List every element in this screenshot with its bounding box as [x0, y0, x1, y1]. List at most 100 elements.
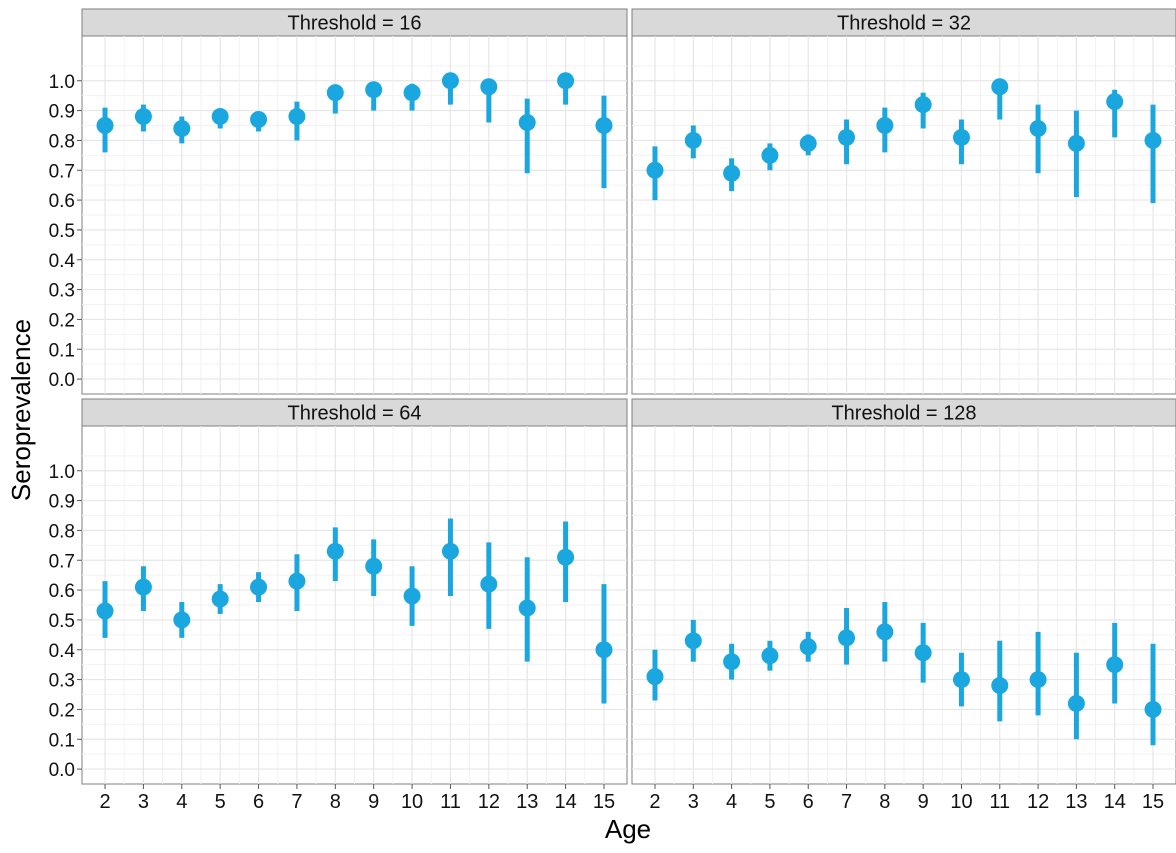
panel-2: Threshold = 32 — [631, 8, 1176, 395]
data-point — [365, 81, 383, 99]
data-point — [799, 134, 817, 152]
data-point — [134, 578, 152, 596]
data-point — [173, 611, 191, 629]
x-tick-label: 10 — [401, 791, 423, 813]
panel-title: Threshold = 64 — [288, 403, 422, 425]
x-tick-label: 15 — [593, 791, 615, 813]
data-point — [250, 578, 268, 596]
x-tick-label: 11 — [440, 791, 461, 813]
x-tick-label: 10 — [950, 791, 972, 813]
y-tick-label: 0.0 — [49, 760, 75, 781]
x-tick-label: 11 — [989, 791, 1010, 813]
y-tick-label: 0.4 — [49, 641, 76, 662]
panel-3: Threshold = 64 0.0 0.1 0.2 0.3 0.4 0.5 0.6 0.7 0.… — [49, 398, 628, 813]
data-point — [480, 575, 498, 593]
y-tick-label: 0.6 — [49, 191, 75, 212]
y-tick-label: 1.0 — [49, 462, 75, 483]
panel-strip — [81, 398, 628, 427]
x-tick-label: 9 — [368, 791, 379, 813]
data-point — [876, 117, 894, 134]
panel-4: Threshold = 128 2 3 4 5 6 7 8 9 10 11 12 13 14 15 — [631, 398, 1176, 813]
data-point — [1067, 694, 1085, 712]
data-point — [211, 590, 229, 608]
x-tick-label: 4 — [176, 791, 187, 813]
x-tick-label: 7 — [291, 791, 302, 813]
data-point — [684, 131, 702, 149]
x-tick-label: 13 — [516, 791, 538, 813]
data-point — [684, 632, 702, 650]
x-tick-label: 12 — [1027, 791, 1049, 813]
data-point — [518, 599, 536, 617]
y-tick-label: 0.9 — [49, 492, 75, 513]
data-point — [441, 72, 459, 90]
y-tick-label: 0.5 — [49, 221, 75, 242]
x-tick-label: 14 — [554, 791, 576, 813]
y-tick-label: 0.1 — [49, 730, 75, 751]
data-point — [288, 572, 306, 590]
panel-strip — [631, 8, 1176, 37]
data-point — [250, 111, 268, 129]
y-tick-label: 0.1 — [49, 340, 75, 361]
data-point — [991, 677, 1009, 695]
x-axis-title: Age — [605, 814, 651, 844]
data-point — [876, 623, 894, 641]
x-tick-label: 8 — [879, 791, 890, 813]
x-tick-label: 3 — [138, 791, 149, 813]
data-point — [952, 128, 970, 146]
y-tick-label: 0.2 — [49, 310, 75, 331]
data-point — [480, 78, 498, 96]
panel-strip — [81, 8, 628, 37]
data-point — [326, 542, 344, 560]
y-axis-title: Seroprevalence — [6, 319, 36, 501]
y-tick-label: 0.3 — [49, 671, 75, 692]
panel-strip — [631, 398, 1176, 427]
data-point — [914, 644, 932, 662]
data-point — [838, 629, 856, 647]
data-point — [799, 638, 817, 656]
x-tick-label: 7 — [841, 791, 852, 813]
x-tick-label: 3 — [688, 791, 699, 813]
x-tick-label: 6 — [253, 791, 264, 813]
x-tick-label: 2 — [649, 791, 660, 813]
y-tick-label: 0.5 — [49, 611, 75, 632]
data-point — [761, 146, 779, 164]
data-point — [991, 78, 1009, 96]
x-tick-label: 15 — [1142, 791, 1164, 813]
y-tick-label: 0.2 — [49, 700, 75, 721]
y-tick-label: 0.8 — [49, 521, 75, 542]
y-tick-label: 0.8 — [49, 131, 75, 152]
data-point — [96, 602, 114, 620]
data-point — [173, 119, 191, 137]
y-tick-label: 0.0 — [49, 370, 75, 391]
data-point — [761, 647, 779, 665]
data-point — [134, 108, 152, 126]
data-point — [288, 108, 306, 126]
data-point — [1029, 119, 1047, 137]
y-tick-label: 0.7 — [49, 551, 75, 572]
data-point — [1144, 700, 1162, 718]
data-point — [96, 117, 114, 134]
x-tick-label: 14 — [1104, 791, 1126, 813]
x-tick-label: 2 — [99, 791, 110, 813]
data-point — [1106, 93, 1124, 111]
data-point — [211, 108, 229, 126]
data-point — [952, 671, 970, 689]
data-point — [914, 96, 932, 114]
data-point — [1029, 671, 1047, 689]
x-tick-label: 12 — [478, 791, 500, 813]
x-tick-label: 4 — [726, 791, 737, 813]
y-tick-label: 0.9 — [49, 102, 75, 123]
y-tick-label: 1.0 — [49, 72, 75, 93]
data-point — [723, 164, 741, 182]
panel-title: Threshold = 16 — [288, 13, 422, 35]
data-point — [1144, 131, 1162, 149]
data-point — [557, 548, 575, 566]
panel-1: Threshold = 16 0.0 0.1 0.2 0.3 0.4 0.5 0.6 0.7 0.… — [49, 8, 628, 395]
data-point — [557, 72, 575, 90]
y-tick-label: 0.6 — [49, 581, 75, 602]
data-point — [441, 542, 459, 560]
data-point — [1067, 134, 1085, 152]
x-tick-label: 5 — [764, 791, 775, 813]
